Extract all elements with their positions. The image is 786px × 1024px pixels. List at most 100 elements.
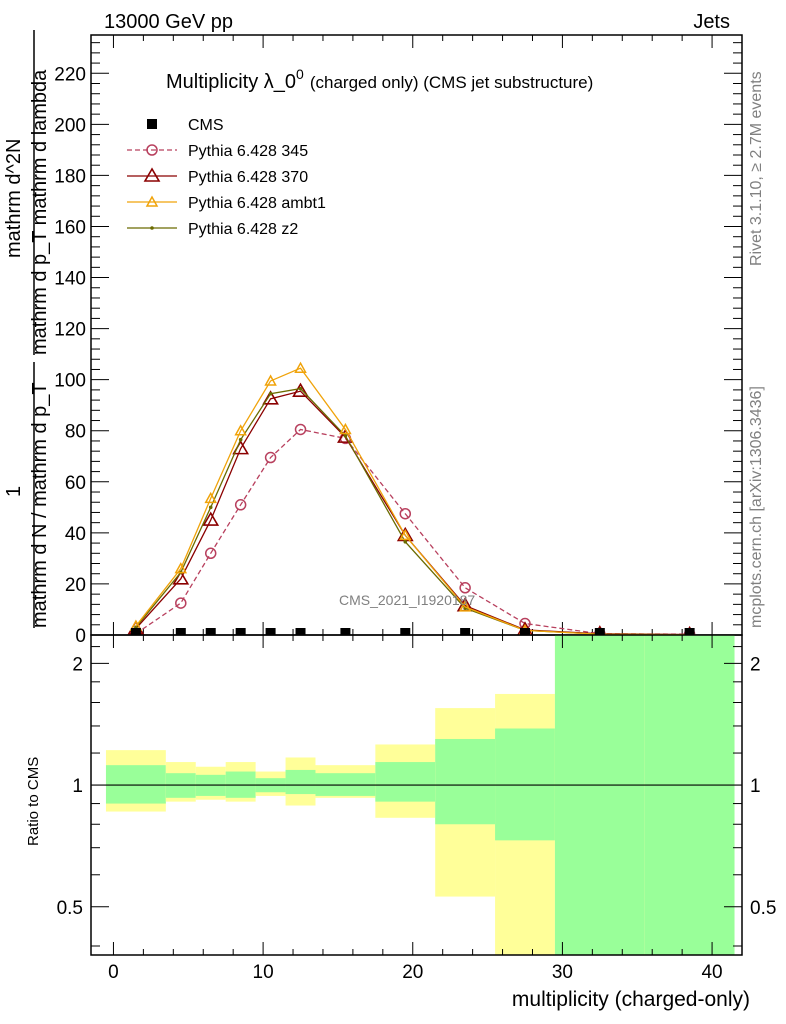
legend-label-pythia-6-428-370: Pythia 6.428 370 <box>188 169 308 186</box>
legend-marker-pythia-6-428-ambt1 <box>145 195 159 207</box>
ratio-y-tick-label-right: 1 <box>750 776 761 797</box>
main-y-tick-label: 140 <box>54 269 86 290</box>
header-process-label: Jets <box>693 11 730 33</box>
data-point-cms <box>235 628 246 635</box>
ratio-y-axis-label: Ratio to CMS <box>25 757 42 846</box>
data-point-pythia-6-428-345 <box>264 451 277 464</box>
x-tick-label: 20 <box>402 962 423 983</box>
data-point-cms <box>684 628 695 635</box>
main-y-tick-label: 100 <box>54 371 86 392</box>
data-point-pythia-6-428-z2 <box>268 391 273 396</box>
x-axis-label: multiplicity (charged-only) <box>512 988 750 1011</box>
data-point-pythia-6-428-z2 <box>403 540 408 544</box>
data-point-pythia-6-428-z2 <box>208 505 213 510</box>
data-point-cms <box>460 628 471 635</box>
data-point-pythia-6-428-370 <box>292 382 309 397</box>
legend-label-pythia-6-428-z2: Pythia 6.428 z2 <box>188 221 298 238</box>
ratio-inner-band-5 <box>285 769 316 795</box>
plot-title-superscript: 0 <box>296 66 304 82</box>
data-point-cms <box>295 628 306 635</box>
ratio-plot-panel: 0 10 20 30 40 0.5 0.5 1 1 2 2 <box>57 634 776 983</box>
legend-marker-pythia-6-428-z2 <box>150 226 154 230</box>
data-point-pythia-6-428-345 <box>204 547 217 560</box>
main-y-axis-label: mathrm d^2N mathrm d p_T mathrm d lambda… <box>3 30 51 628</box>
legend: CMS Pythia 6.428 345 Pythia 6.428 370 Pythi… <box>127 117 326 238</box>
main-plot-panel: 0 20 40 60 80 100 120 140 160 180 200 220 CMS Pythia … <box>54 34 743 647</box>
ratio-y-tick-label: 0.5 <box>57 898 83 919</box>
main-y-tick-label: 220 <box>54 64 86 85</box>
main-y-tick-label: 0 <box>75 626 86 647</box>
ratio-y-tick-label-right: 0.5 <box>750 898 776 919</box>
legend-marker-pythia-6-428-345 <box>146 144 158 156</box>
series-cms <box>130 628 695 635</box>
y-label-numerator-left: 1 <box>3 486 25 497</box>
ratio-y-tick-label: 1 <box>72 776 83 797</box>
ratio-inner-band-10 <box>554 635 645 955</box>
ratio-plot-frame <box>90 634 743 956</box>
series-line-pythia-6-428-345 <box>135 428 690 635</box>
data-point-cms <box>205 628 216 635</box>
data-point-pythia-6-428-z2 <box>238 437 243 442</box>
series-line-pythia-6-428-ambt1 <box>135 367 690 635</box>
data-point-pythia-6-428-345 <box>399 507 412 520</box>
data-point-pythia-6-428-ambt1 <box>294 361 307 373</box>
data-point-pythia-6-428-370 <box>202 511 220 526</box>
ratio-bands <box>105 635 735 955</box>
ratio-inner-band-8 <box>435 738 496 825</box>
data-point-cms <box>520 628 530 635</box>
legend-label-cms: CMS <box>188 117 224 134</box>
ratio-inner-band-11 <box>644 635 735 955</box>
data-point-cms <box>175 628 186 635</box>
data-point-cms <box>594 628 605 635</box>
data-point-cms <box>340 628 351 635</box>
ratio-y-tick-label-right: 2 <box>750 654 761 675</box>
data-point-pythia-6-428-ambt1 <box>234 424 247 436</box>
data-point-pythia-6-428-ambt1 <box>264 374 277 386</box>
data-point-pythia-6-428-345 <box>175 597 187 609</box>
ratio-y-tick-label: 2 <box>72 654 83 675</box>
y-label-denominator-right: mathrm d p_T mathrm d lambda <box>29 69 51 355</box>
x-tick-label: 10 <box>253 962 274 983</box>
main-y-tick-label: 60 <box>65 473 86 494</box>
data-point-pythia-6-428-345 <box>459 582 471 594</box>
data-point-cms <box>400 628 411 635</box>
main-y-tick-label: 120 <box>54 320 86 341</box>
data-point-cms <box>265 628 276 635</box>
data-point-pythia-6-428-z2 <box>298 386 303 391</box>
mcplots-source-label: mcplots.cern.ch [arXiv:1306.3436] <box>748 386 765 628</box>
header-energy-label: 13000 GeV pp <box>104 11 233 33</box>
main-y-tick-label: 40 <box>65 524 86 545</box>
data-point-pythia-6-428-345 <box>234 499 247 511</box>
plot-title: Multiplicity λ_00 (charged only) (CMS jet… <box>166 66 593 93</box>
data-point-pythia-6-428-ambt1 <box>458 600 472 612</box>
ratio-inner-band-0 <box>105 765 166 804</box>
rivet-version-label: Rivet 3.1.10, ≥ 2.7M events <box>748 71 765 266</box>
x-tick-label: 0 <box>108 962 119 983</box>
main-y-tick-label: 160 <box>54 217 86 238</box>
data-point-pythia-6-428-z2 <box>343 434 348 438</box>
legend-marker-pythia-6-428-370 <box>143 167 161 182</box>
main-y-tick-label: 20 <box>65 575 86 596</box>
data-point-pythia-6-428-370 <box>172 570 190 585</box>
data-point-pythia-6-428-ambt1 <box>399 528 412 541</box>
ratio-inner-band-7 <box>375 762 436 802</box>
data-point-pythia-6-428-ambt1 <box>204 491 217 504</box>
y-label-denominator-left: mathrm d N / mathrm d p_T <box>29 382 51 628</box>
data-point-pythia-6-428-ambt1 <box>174 562 188 574</box>
y-label-numerator-right: mathrm d^2N <box>3 139 25 258</box>
x-tick-label: 40 <box>701 962 722 983</box>
data-point-pythia-6-428-370 <box>262 390 279 405</box>
data-point-cms <box>130 628 141 635</box>
analysis-watermark: CMS_2021_I1920187 <box>339 592 475 608</box>
data-point-pythia-6-428-345 <box>294 423 307 436</box>
plot-subtitle: (charged only) (CMS jet substructure) <box>310 73 593 92</box>
legend-marker-cms <box>147 119 157 129</box>
main-y-tick-label: 200 <box>54 115 86 136</box>
legend-label-pythia-6-428-345: Pythia 6.428 345 <box>188 143 308 160</box>
ratio-inner-band-9 <box>495 728 555 841</box>
legend-label-pythia-6-428-ambt1: Pythia 6.428 ambt1 <box>188 195 326 212</box>
plot-title-main: Multiplicity λ_0 <box>166 71 296 93</box>
x-tick-label: 30 <box>552 962 573 983</box>
main-y-tick-label: 180 <box>54 166 86 187</box>
